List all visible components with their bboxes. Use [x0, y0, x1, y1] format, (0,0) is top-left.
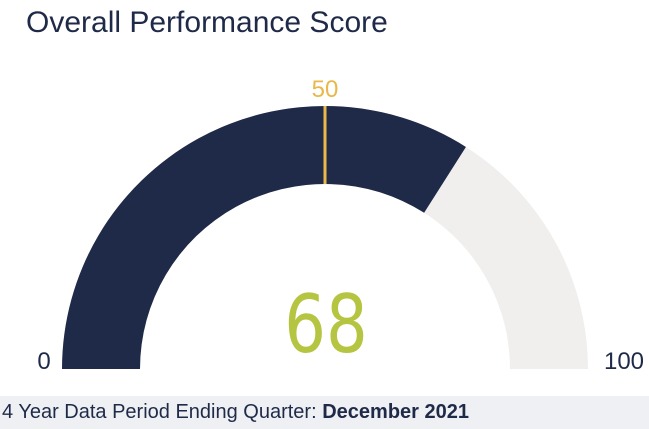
- gauge-value-label: 68: [284, 279, 367, 372]
- chart-title: Overall Performance Score: [26, 6, 388, 39]
- gauge-value-fill: [62, 105, 466, 369]
- gauge-target-label: 50: [312, 76, 339, 103]
- gauge-chart: 50 68 0 100: [37, 76, 644, 375]
- gauge-min-label: 0: [37, 348, 50, 375]
- data-period-footer: 4 Year Data Period Ending Quarter: Decem…: [0, 396, 649, 429]
- footer-period: December 2021: [322, 401, 469, 423]
- gauge-max-label: 100: [604, 348, 644, 375]
- footer-prefix: 4 Year Data Period Ending Quarter:: [2, 401, 323, 423]
